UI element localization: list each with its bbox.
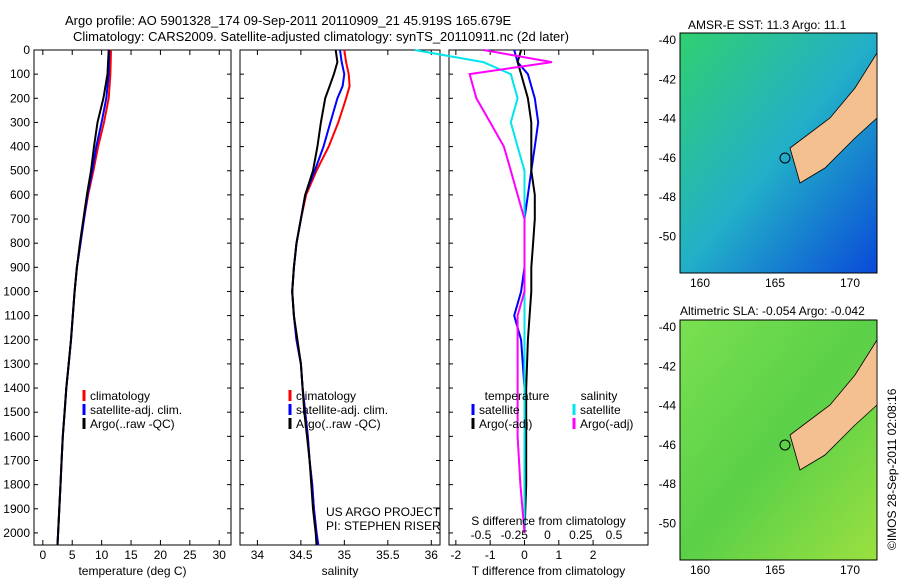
secondary-tick-label: 0 [544,528,551,542]
panel-frame-difference [448,49,649,546]
title-line2: Climatology: CARS2009. Satellite-adjuste… [73,29,569,44]
y-tick-label: 600 [10,188,30,202]
map-x-tick: 165 [765,563,785,577]
x-tick-label: 2 [590,548,597,562]
legend-label: climatology [296,389,356,403]
map1-title: AMSR-E SST: 11.3 Argo: 11.1 [688,18,847,32]
x-tick-label: 5 [69,548,76,562]
title-line1: Argo profile: AO 5901328_174 09-Sep-2011… [65,13,512,28]
land-new-zealand [789,338,878,471]
legend-label: satellite-adj. clim. [296,403,388,417]
y-tick-label: 2000 [3,526,30,540]
y-tick-label: 100 [10,67,30,81]
map-x-tick: 160 [690,276,710,290]
credits-line1: US ARGO PROJECT [326,505,441,519]
map-y-tick: -44 [659,399,677,413]
x-tick-label: 0 [521,548,528,562]
legend-title: temperature [485,389,550,403]
y-tick-label: 400 [10,140,30,154]
legend-label: climatology [90,389,150,403]
panel-frame-salinity [239,49,441,546]
y-tick-label: 700 [10,212,30,226]
argo-location-marker [779,152,791,164]
x-tick-label: 0 [39,548,46,562]
x-tick-label: 10 [95,548,109,562]
argo-location-marker [779,439,791,451]
y-tick-label: 1600 [3,429,30,443]
credits-line2: PI: STEPHEN RISER [326,519,441,533]
y-tick-label: 1400 [3,381,30,395]
x-tick-label: 20 [154,548,168,562]
map2-title: Altimetric SLA: -0.054 Argo: -0.042 [680,304,865,318]
series-line-argo---raw--qc- [291,49,339,546]
series-line-t-argo--adj- [516,49,536,533]
x-tick-label: 15 [124,548,138,562]
y-tick-label: 1100 [4,309,30,323]
x-tick-label: -2 [451,548,462,562]
map-x-tick: 165 [765,276,785,290]
x-tick-label: 35.5 [376,548,400,562]
x-tick-label: 34 [251,548,265,562]
x-tick-label: 1 [555,548,562,562]
map-y-tick: -40 [659,320,677,334]
legend-label: satellite-adj. clim. [90,403,182,417]
secondary-axis-label: S difference from climatology [471,514,626,528]
map-y-tick: -50 [659,229,677,243]
legend-label: Argo(-adj) [580,417,633,431]
map-y-tick: -42 [659,72,677,86]
y-tick-label: 1300 [3,357,30,371]
y-tick-label: 900 [10,260,30,274]
legend-label: Argo(-adj) [479,417,532,431]
map-y-tick: -44 [659,112,677,126]
x-tick-label: 30 [213,548,227,562]
y-tick-label: 1500 [3,405,30,419]
map-x-tick: 170 [840,276,860,290]
legend-label: Argo(..raw -QC) [90,417,175,431]
series-line-argo---raw--qc- [56,49,110,546]
map-y-tick: -46 [659,151,677,165]
y-tick-label: 1800 [3,478,30,492]
map-y-tick: -40 [659,33,677,47]
x-tick-label: 35 [338,548,352,562]
map-y-tick: -42 [659,359,677,373]
y-tick-label: 1200 [3,333,30,347]
legend-label: satellite [479,403,520,417]
x-axis-label: temperature (deg C) [78,564,186,578]
x-tick-label: 34.5 [289,548,313,562]
secondary-tick-label: 0.25 [569,528,593,542]
secondary-tick-label: -0.25 [501,528,529,542]
secondary-tick-label: 0.5 [606,528,623,542]
y-tick-label: 200 [10,91,30,105]
land-new-zealand [789,51,878,184]
secondary-tick-label: -0.5 [471,528,492,542]
map-y-tick: -48 [659,477,677,491]
map-y-tick: -46 [659,438,677,452]
series-line-s-argo--adj- [468,49,553,533]
x-tick-label: 36 [425,548,439,562]
x-axis-label: salinity [322,564,359,578]
y-tick-label: 1700 [3,453,30,467]
legend-label: Argo(..raw -QC) [296,417,381,431]
y-tick-label: 1900 [3,502,30,516]
panel-frame-temperature [33,49,232,546]
legend-label: satellite [580,403,621,417]
x-tick-label: -1 [485,548,496,562]
map-y-tick: -50 [659,516,677,530]
map-x-tick: 170 [840,563,860,577]
x-tick-label: 25 [183,548,197,562]
legend-title: salinity [581,389,618,403]
y-tick-label: 0 [23,43,30,57]
watermark: ©IMOS 28-Sep-2011 02:08:16 [885,388,899,550]
map-y-tick: -48 [659,190,677,204]
map-sla [679,319,878,561]
y-tick-label: 300 [10,115,30,129]
map-x-tick: 160 [690,563,710,577]
y-tick-label: 800 [10,236,30,250]
x-axis-label: T difference from climatology [472,564,626,578]
map-sst [679,32,878,274]
y-tick-label: 500 [10,164,30,178]
y-tick-label: 1000 [3,284,30,298]
